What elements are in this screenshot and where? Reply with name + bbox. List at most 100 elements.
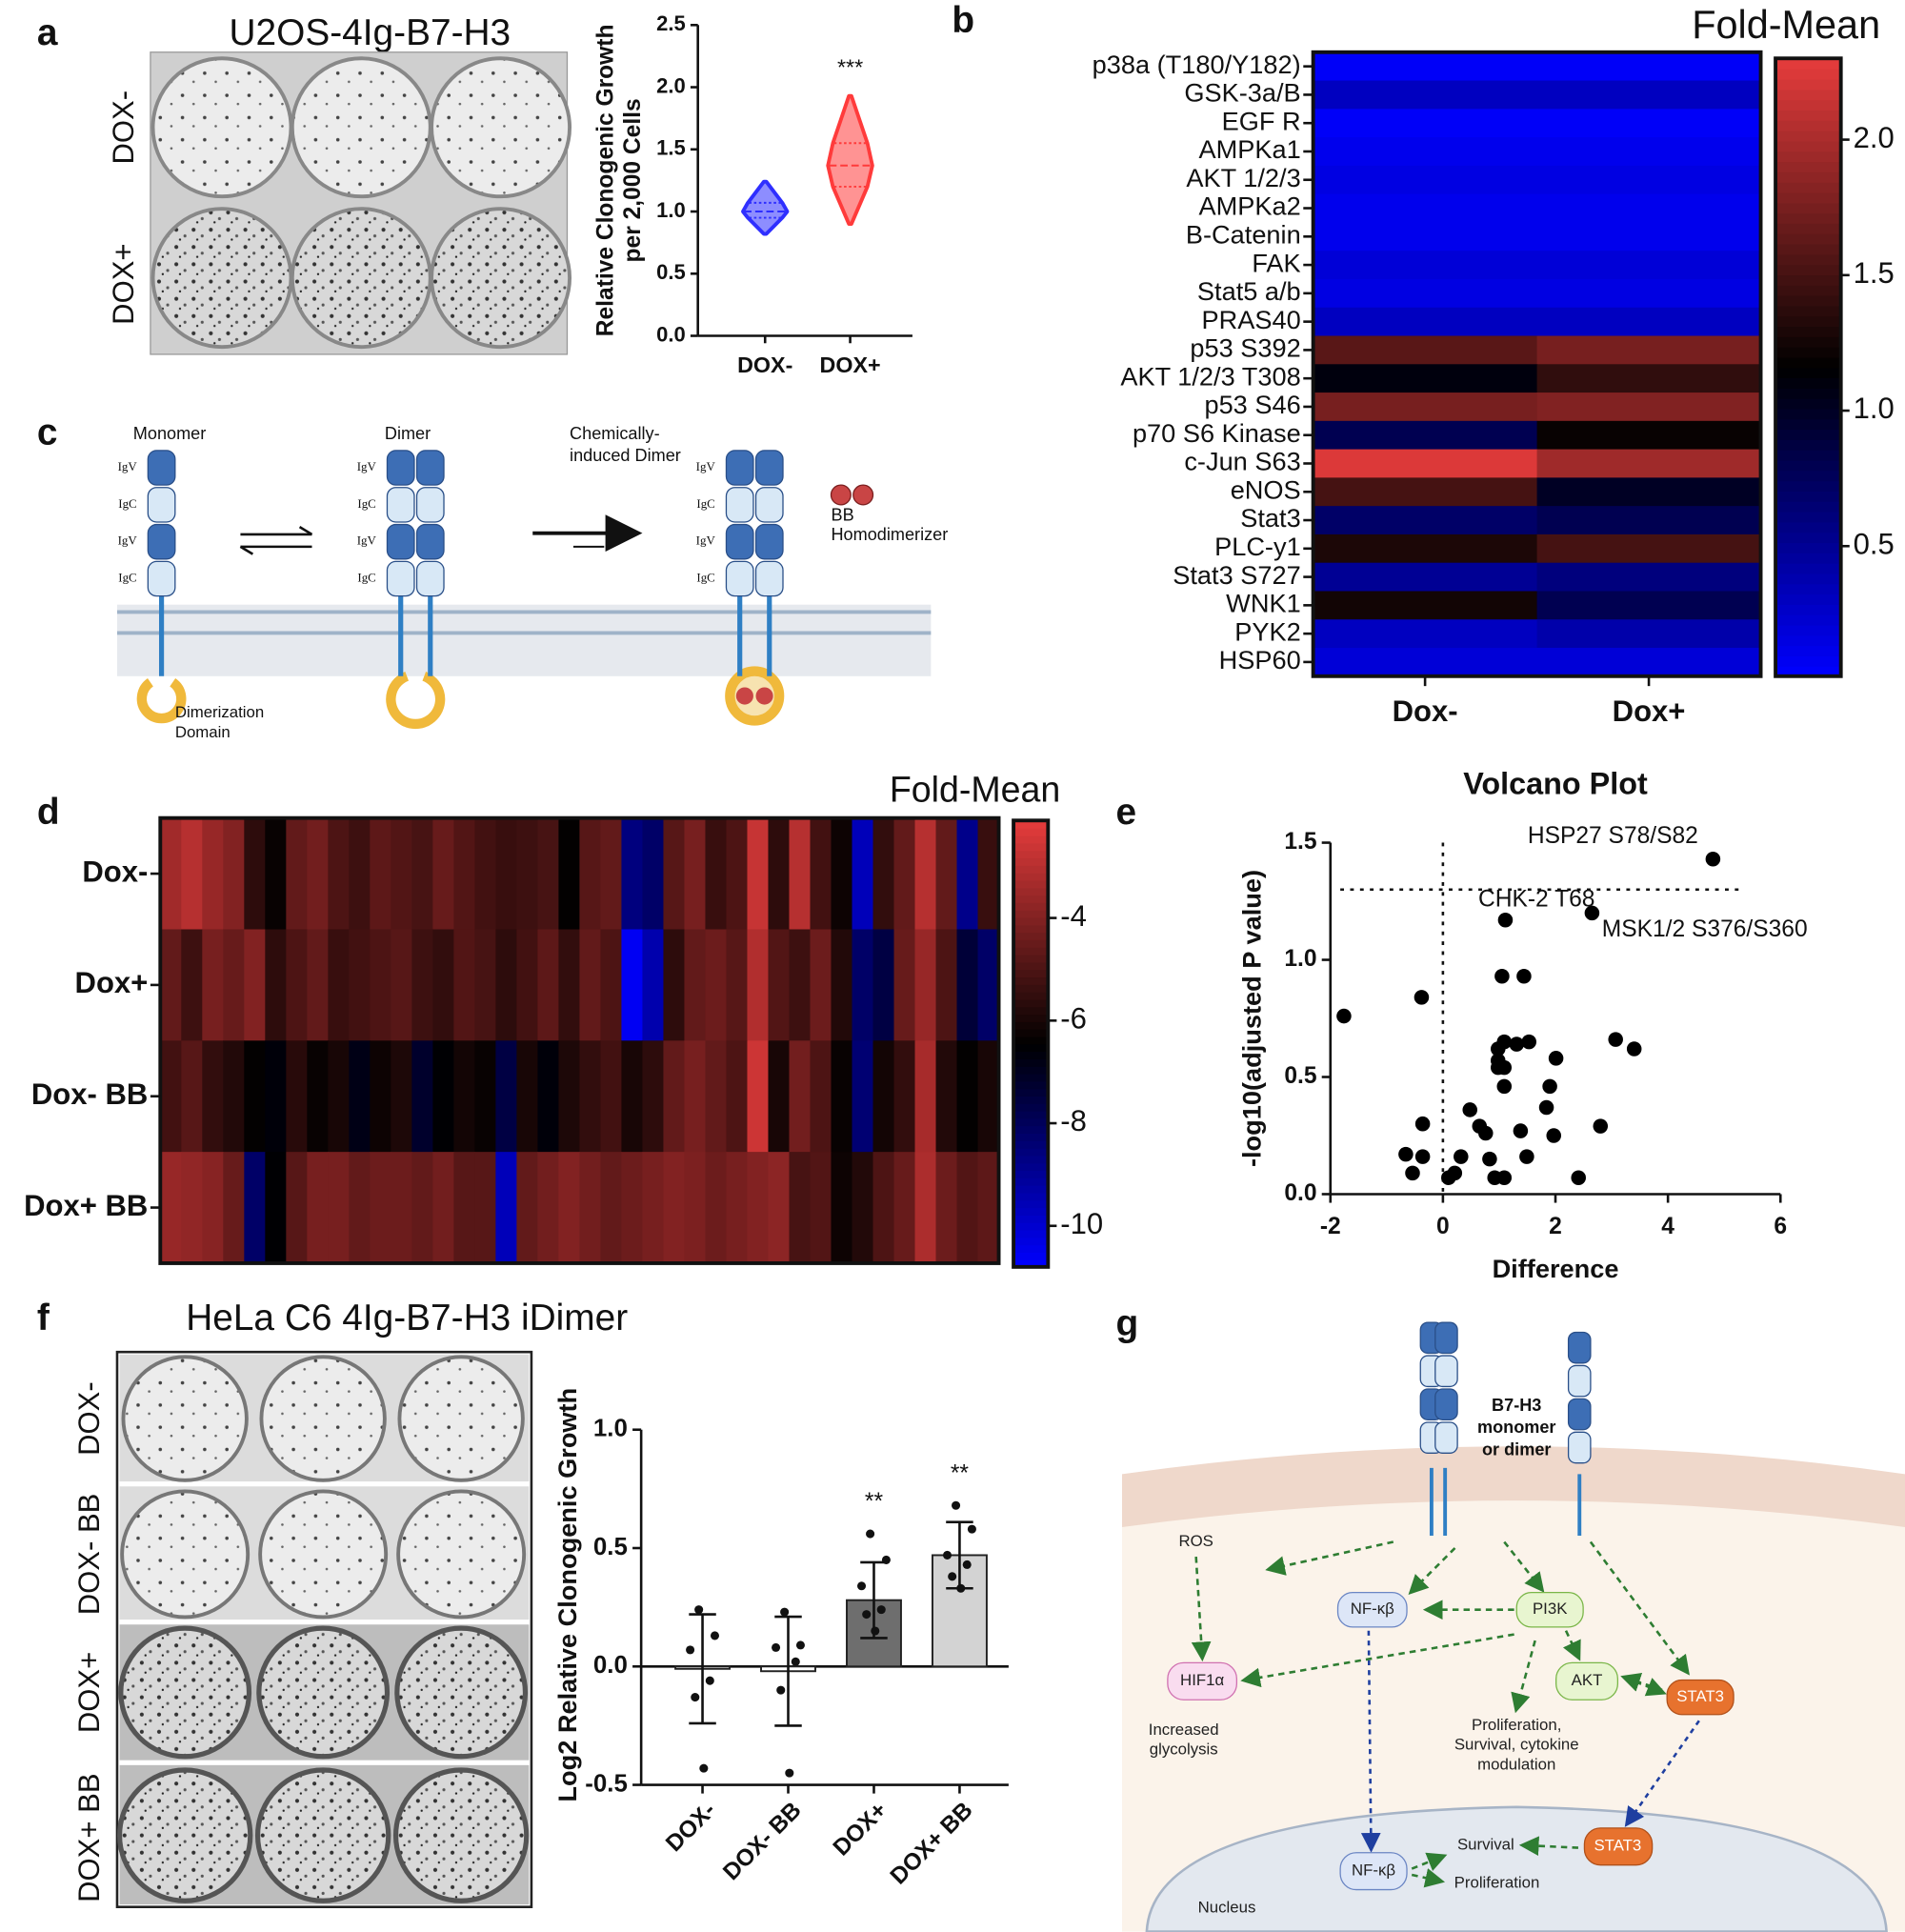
heat-cell <box>160 1040 182 1153</box>
x-tick-label: 6 <box>1774 1214 1787 1239</box>
colorbar-step <box>1013 865 1049 874</box>
data-point <box>694 1605 704 1615</box>
heat-cell <box>328 817 350 931</box>
bb-molecule <box>735 687 753 705</box>
colorbar-step <box>1013 909 1049 918</box>
data-point <box>948 1572 957 1581</box>
heat-cell <box>307 817 329 931</box>
colorbar-step <box>1013 961 1049 971</box>
colorbar-label: -8 <box>1060 1104 1087 1137</box>
point <box>1496 1078 1513 1095</box>
colorbar-step <box>1775 243 1841 255</box>
colorbar-step <box>1013 1051 1049 1059</box>
colorbar-step <box>1775 645 1841 656</box>
heat-cell <box>935 1040 958 1153</box>
colorbar-step <box>1013 1043 1049 1053</box>
row-label: AKT 1/2/3 <box>1186 163 1300 192</box>
arrow <box>1503 1540 1545 1593</box>
heat-cell <box>286 1152 308 1264</box>
pathway-diagram <box>1121 1446 1905 1932</box>
heat-cell <box>391 929 413 1041</box>
colorbar-step <box>1013 1096 1049 1104</box>
colorbar-label: -6 <box>1060 1002 1087 1036</box>
colorbar-step <box>1775 491 1841 502</box>
row-label: FAK <box>1252 248 1300 277</box>
heat-cell <box>621 1152 644 1264</box>
row-label: B-Catenin <box>1186 219 1301 249</box>
x-tick-label: DOX+ <box>820 352 881 377</box>
point <box>1513 1123 1529 1138</box>
heat-cell <box>831 929 853 1041</box>
data-point <box>881 1555 891 1564</box>
plate-title: HeLa C6 4Ig-B7-H3 iDimer <box>186 1298 628 1338</box>
y-tick-label: -0.5 <box>585 1770 628 1797</box>
heat-cell <box>558 929 581 1041</box>
heat-cell <box>726 929 749 1041</box>
colorbar-step <box>1013 947 1049 956</box>
heat-cell <box>810 929 832 1041</box>
arrow <box>1562 1630 1581 1661</box>
panel-label: a <box>37 12 58 53</box>
colorbar-step <box>1013 1177 1049 1186</box>
heat-cell <box>1313 51 1538 82</box>
colorbar-step <box>1775 594 1841 605</box>
colorbar-step <box>1013 1117 1049 1127</box>
row-label: eNOS <box>1231 474 1301 504</box>
violin <box>740 179 790 236</box>
heat-cell <box>1536 420 1762 451</box>
ig-domain <box>147 487 176 523</box>
heat-cell <box>747 1152 770 1264</box>
colorbar-step <box>1013 857 1049 866</box>
heat-cell <box>1313 165 1538 195</box>
ig-label: IgV <box>696 459 716 473</box>
colorbar-step <box>1013 924 1049 934</box>
ig-domain <box>415 523 445 560</box>
colorbar-step <box>1013 1073 1049 1082</box>
colorbar-label: -4 <box>1060 899 1087 933</box>
y-tick-label: 0.5 <box>656 260 686 284</box>
colorbar-step <box>1013 1237 1049 1246</box>
heat-cell <box>852 929 874 1041</box>
heat-cell <box>1536 591 1762 620</box>
diagram-label: Dimerization <box>175 703 264 721</box>
colorbar-step <box>1013 887 1049 896</box>
heat-cell <box>223 1040 245 1153</box>
colorbar-step <box>1775 624 1841 636</box>
y-tick-label: 1.0 <box>593 1416 628 1442</box>
diagram-label: Chemically- <box>570 424 660 443</box>
x-tick-label: DOX+ <box>829 1798 892 1862</box>
heat-cell <box>1313 278 1538 309</box>
colorbar-step <box>1013 1252 1049 1260</box>
heat-cell <box>768 929 791 1041</box>
ig-domain <box>386 450 415 486</box>
diagram-label: B7-H3 <box>1492 1396 1541 1415</box>
colorbar-step <box>1013 1215 1049 1223</box>
colorbar-step <box>1775 521 1841 533</box>
heat-cell <box>621 1040 644 1153</box>
heat-cell <box>1536 449 1762 479</box>
colorbar-step <box>1775 120 1841 131</box>
data-point <box>942 1550 952 1560</box>
colorbar-step <box>1013 976 1049 985</box>
colorbar-step <box>1013 1133 1049 1141</box>
heat-cell <box>1313 562 1538 593</box>
row-label: p70 S6 Kinase <box>1133 418 1301 448</box>
heat-cell <box>1536 392 1762 422</box>
heat-cell <box>474 1040 497 1153</box>
heat-cell <box>349 1152 371 1264</box>
diagram-label: HIF1α <box>1180 1671 1224 1689</box>
diagram-label: Homodimerizer <box>831 525 948 544</box>
colorbar-step <box>1013 1103 1049 1112</box>
y-tick-label: 2.0 <box>656 73 686 97</box>
colorbar-step <box>1775 285 1841 296</box>
colorbar-step <box>1013 820 1049 829</box>
arrow <box>1191 1556 1212 1662</box>
heat-cell <box>474 929 497 1041</box>
heat-cell <box>810 1040 832 1153</box>
colorbar-step <box>1775 553 1841 564</box>
heat-cell <box>956 1040 979 1153</box>
point <box>1538 1099 1554 1116</box>
heat-cell <box>244 929 266 1041</box>
point <box>1593 1118 1609 1134</box>
y-tick-label: 0.0 <box>1284 1180 1316 1206</box>
